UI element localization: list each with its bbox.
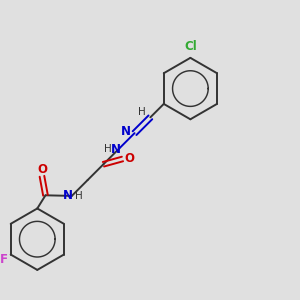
Text: O: O (124, 152, 134, 166)
Text: N: N (122, 125, 131, 138)
Text: N: N (111, 142, 121, 155)
Text: H: H (104, 144, 112, 154)
Text: F: F (0, 253, 8, 266)
Text: Cl: Cl (184, 40, 197, 52)
Text: H: H (75, 191, 83, 201)
Text: O: O (37, 164, 47, 176)
Text: N: N (63, 189, 73, 203)
Text: H: H (138, 107, 146, 117)
